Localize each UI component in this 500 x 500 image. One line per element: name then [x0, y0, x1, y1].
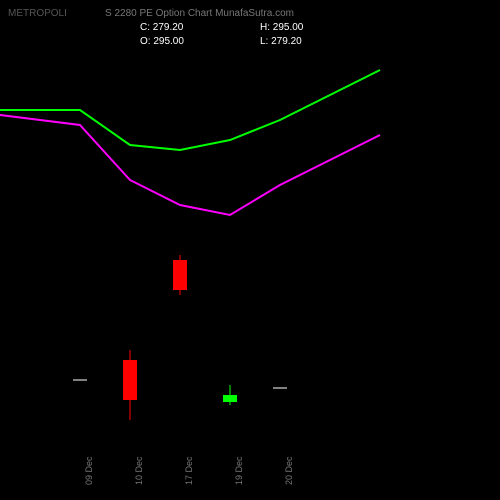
x-axis-label: 19 Dec: [234, 456, 244, 485]
h-label: H:: [260, 22, 270, 33]
o-value: 295.00: [153, 36, 184, 47]
high-value: H: 295.00: [260, 22, 303, 33]
x-axis: 09 Dec 10 Dec 17 Dec 19 Dec 20 Dec: [0, 450, 500, 490]
x-axis-label: 10 Dec: [134, 456, 144, 485]
chart-area: [0, 50, 500, 450]
l-value: 279.20: [271, 36, 302, 47]
chart-title: S 2280 PE Option Chart MunafaSutra.com: [105, 8, 294, 19]
c-label: C:: [140, 22, 150, 33]
o-label: O:: [140, 36, 151, 47]
x-axis-label: 20 Dec: [284, 456, 294, 485]
open-value: O: 295.00: [140, 36, 184, 47]
h-value: 295.00: [273, 22, 304, 33]
x-axis-label: 17 Dec: [184, 456, 194, 485]
l-label: L:: [260, 36, 268, 47]
ticker-label: METROPOLI: [8, 8, 67, 19]
x-axis-label: 09 Dec: [84, 456, 94, 485]
low-value: L: 279.20: [260, 36, 302, 47]
chart-svg: [0, 50, 500, 450]
c-value: 279.20: [153, 22, 184, 33]
close-value: C: 279.20: [140, 22, 183, 33]
